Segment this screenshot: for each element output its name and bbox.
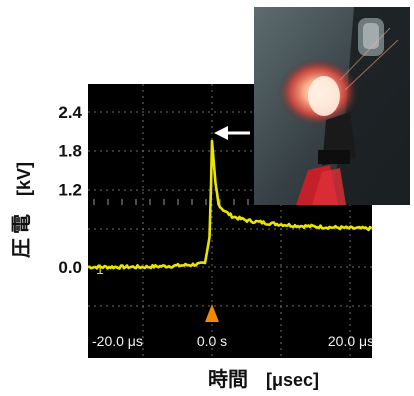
series-trace [87, 139, 373, 270]
trigger-marker [205, 304, 219, 322]
y-tick-label: 0.0 [58, 258, 82, 277]
y-axis-unit: [kV] [14, 162, 34, 196]
channel-label: 1 [96, 261, 104, 277]
x-axis-unit: [μsec] [266, 370, 319, 390]
x-tick-label: 0.0 s [197, 333, 227, 349]
x-tick-label: 20.0 μs [328, 333, 374, 349]
peak-arrow [214, 126, 250, 140]
spark-photo [254, 7, 410, 205]
y-tick-labels: 0.0 1.2 1.8 2.4 [58, 103, 82, 277]
y-axis-label-char: 電 [9, 214, 33, 234]
y-tick-label: 1.8 [58, 142, 82, 161]
x-axis-label: 時間 [208, 367, 248, 391]
x-tick-label: -20.0 μs [92, 333, 143, 349]
y-tick-label: 2.4 [58, 103, 82, 122]
x-tick-labels: -20.0 μs 0.0 s 20.0 μs [92, 333, 374, 349]
y-axis-label-char: 圧 [9, 238, 33, 258]
y-tick-label: 1.2 [58, 180, 82, 199]
y-axis-label: 電圧 [kV] [9, 162, 34, 258]
